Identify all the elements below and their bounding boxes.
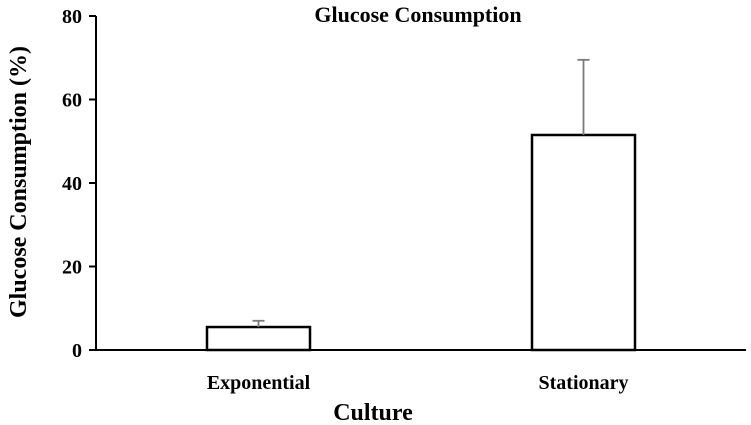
y-tick-label: 0 (72, 340, 82, 362)
y-tick-label: 20 (62, 257, 82, 279)
bars (205, 133, 637, 352)
y-tick-label: 80 (62, 6, 82, 28)
category-label-stationary: Stationary (539, 372, 629, 394)
bar-stationary (530, 133, 637, 352)
chart-title: Glucose Consumption (314, 2, 521, 27)
category-labels: Exponential Stationary (207, 372, 629, 394)
x-axis-label: Culture (333, 400, 413, 425)
y-axis-label: Glucose Consumption (%) (6, 46, 32, 318)
y-axis-ticks: 0 20 40 60 80 (62, 6, 96, 362)
y-tick-label: 40 (62, 173, 82, 195)
category-label-exponential: Exponential (207, 372, 311, 394)
bar-exponential (205, 325, 312, 352)
y-tick-label: 60 (62, 90, 82, 112)
error-bars (252, 58, 590, 328)
